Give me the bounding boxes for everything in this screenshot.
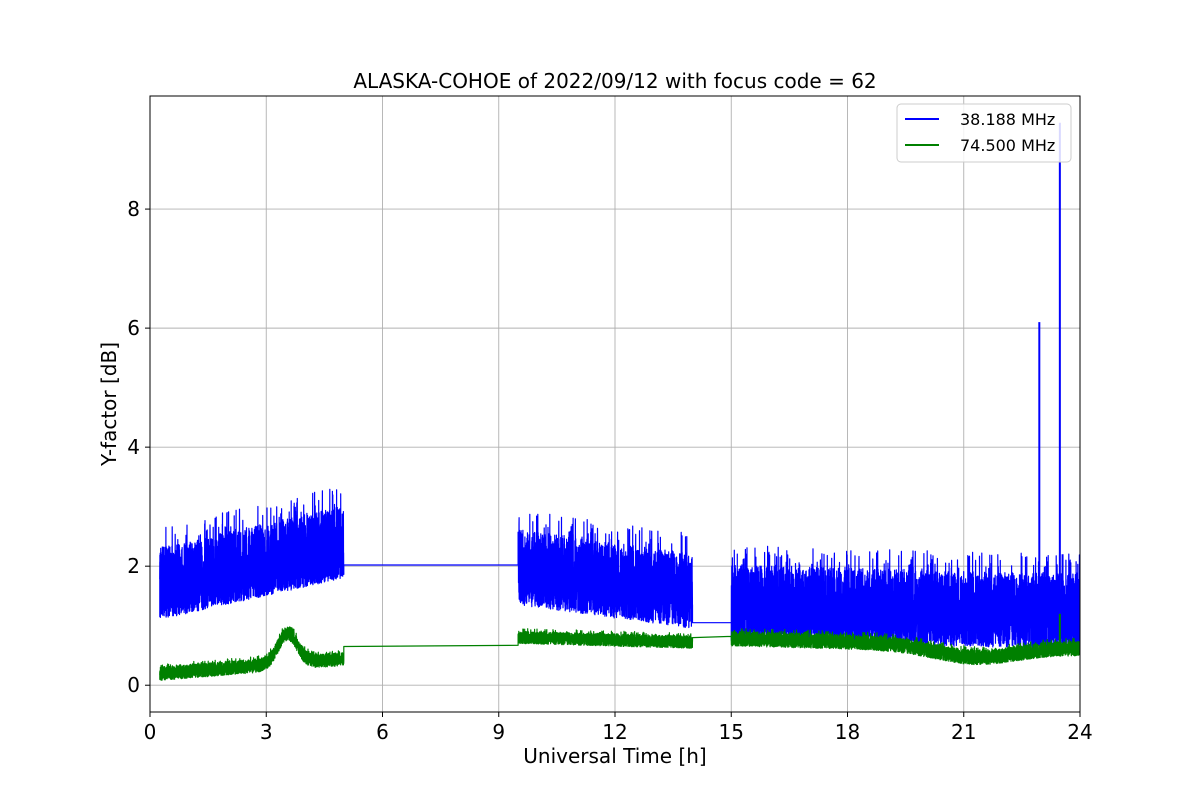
legend-label-38-188-mhz: 38.188 MHz	[960, 110, 1055, 129]
x-tick-label: 24	[1067, 720, 1092, 744]
legend-box	[896, 103, 1072, 163]
series-line-1	[159, 626, 1080, 681]
y-tick-label: 0	[127, 673, 140, 697]
y-tick-label: 2	[127, 554, 140, 578]
x-tick-label: 3	[260, 720, 273, 744]
x-tick-label: 21	[951, 720, 976, 744]
x-tick-label: 6	[376, 720, 389, 744]
y-tick-label: 4	[127, 435, 140, 459]
chart-title: ALASKA-COHOE of 2022/09/12 with focus co…	[353, 69, 876, 93]
series-line-0	[159, 488, 1080, 651]
legend: 38.188 MHz 74.500 MHz	[896, 103, 1072, 163]
x-axis-label: Universal Time [h]	[523, 744, 706, 768]
x-tick-label: 18	[835, 720, 860, 744]
x-tick-label: 15	[719, 720, 744, 744]
y-tick-label: 6	[127, 316, 140, 340]
x-tick-label: 0	[144, 720, 157, 744]
series-layer	[159, 122, 1080, 681]
x-tick-label: 9	[492, 720, 505, 744]
y-axis-label: Y-factor [dB]	[97, 342, 121, 467]
x-tick-label: 12	[602, 720, 627, 744]
legend-label-74-500-mhz: 74.500 MHz	[960, 136, 1055, 155]
y-tick-label: 8	[127, 197, 140, 221]
